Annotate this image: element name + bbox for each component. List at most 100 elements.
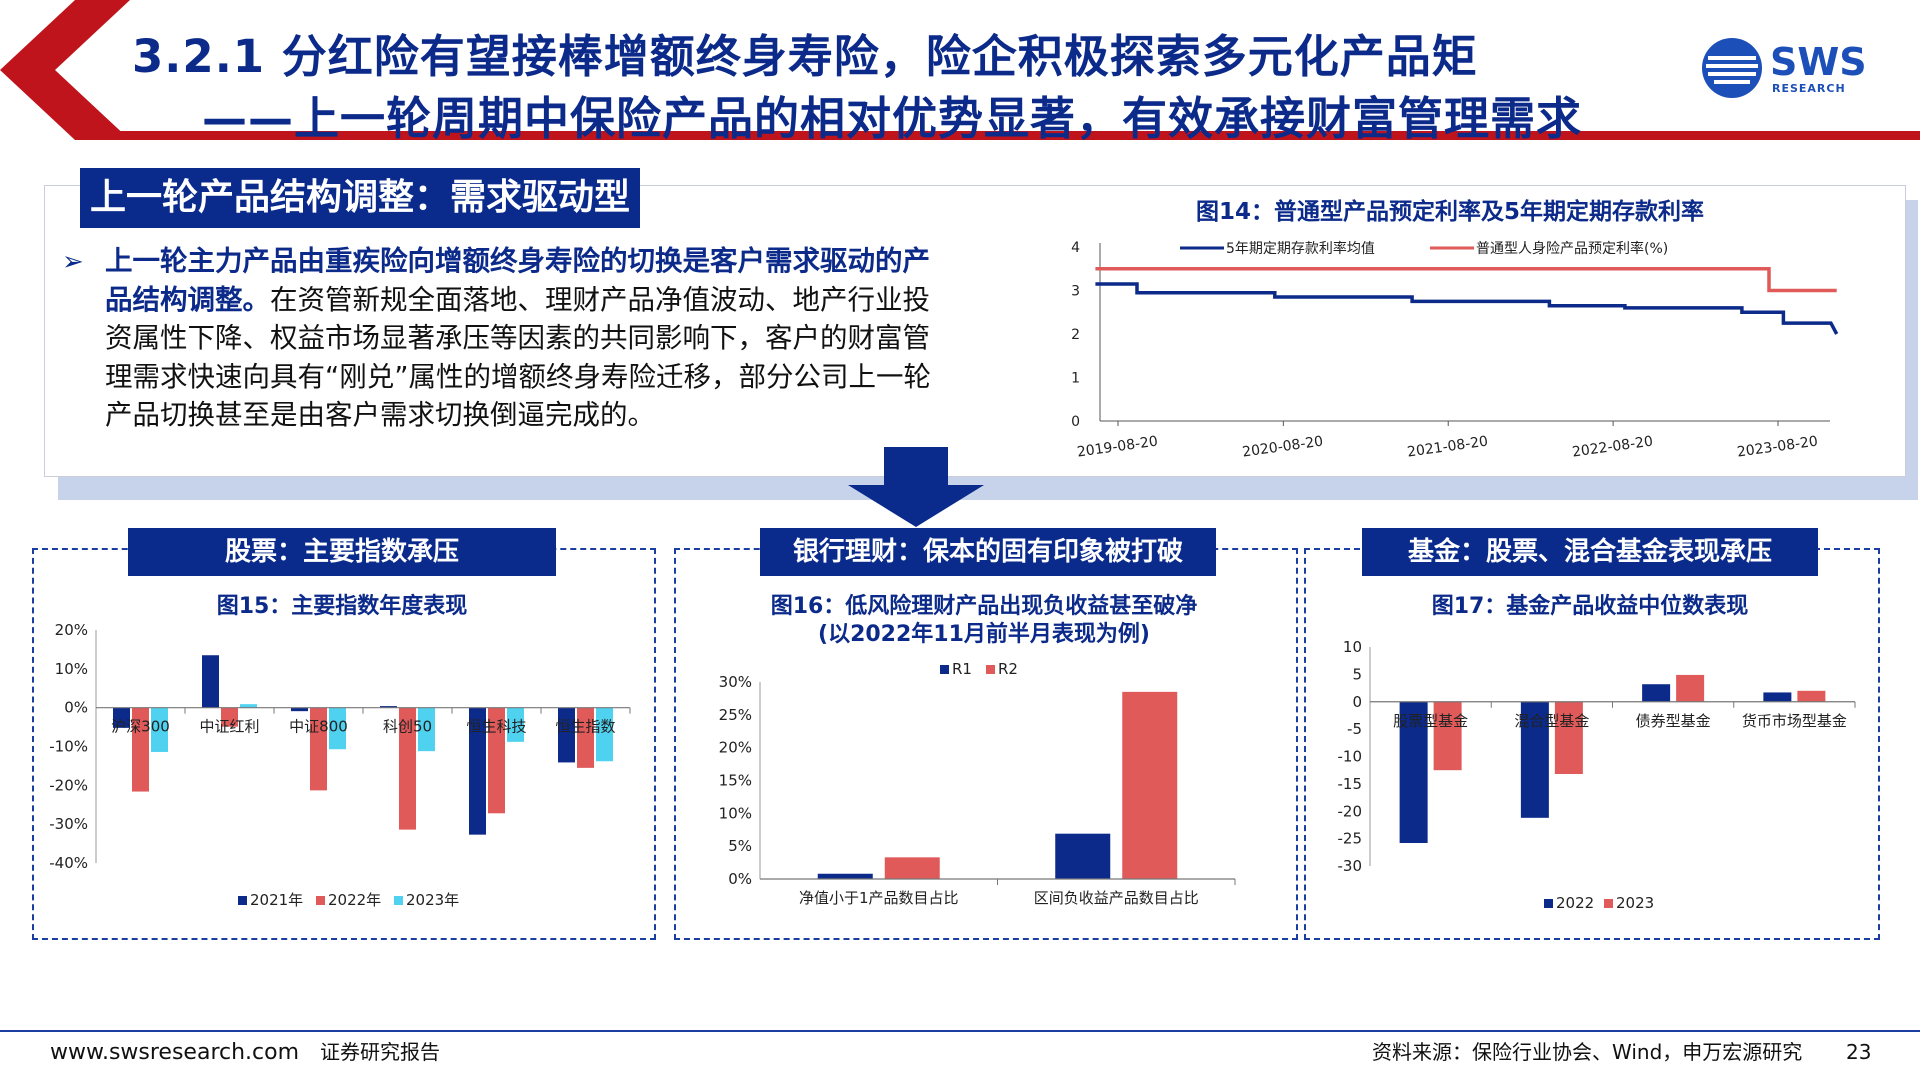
fig16-category-label: 净值小于1产品数目占比 — [799, 889, 959, 907]
fig15-bar-1-3 — [399, 707, 416, 830]
fig15-y-tick-label: -10% — [49, 738, 88, 756]
fig15-y-tick-label: -40% — [49, 854, 88, 872]
fig16-legend-label-1: R2 — [998, 660, 1018, 678]
top-panel — [44, 185, 1906, 477]
bullet-arrow-icon: ➢ — [62, 247, 84, 277]
fig16-y-tick-label: 30% — [719, 673, 752, 691]
fig17-bar-chart: 10 5 0 -5 -10 -15 -20 -25 -30 股票型基金 混合型基金 债券型基金 货币市场… — [1338, 638, 1856, 912]
fig16-y-tick-label: 25% — [719, 706, 752, 724]
fig17-y-tick-label: -30 — [1338, 857, 1363, 875]
fig15-legend-label-2: 2023年 — [406, 891, 459, 909]
fig17-y-tick-label: -5 — [1347, 720, 1362, 738]
fig17-bar-1-3 — [1797, 690, 1826, 702]
fig16-category-label: 区间负收益产品数目占比 — [1034, 889, 1199, 907]
fig15-bar-1-2 — [310, 707, 327, 791]
fig15-bar-2-1 — [240, 704, 257, 708]
fig17-category-label: 混合型基金 — [1514, 712, 1589, 730]
header-decoration — [0, 0, 1920, 140]
fig15-bar-0-2 — [291, 707, 308, 712]
fig16-y-tick-label: 0% — [728, 870, 752, 888]
fig16-y-tick-label: 20% — [719, 739, 752, 757]
page-title-line2: ——上一轮周期中保险产品的相对优势显著，有效承接财富管理需求 — [202, 92, 1583, 145]
footer-report-type: 证券研究报告 — [320, 1040, 440, 1064]
fig16-legend-swatch-1 — [986, 665, 995, 674]
fig15-legend-swatch-2 — [394, 896, 403, 905]
fig15-bar-0-4 — [469, 707, 486, 835]
fig14-y-tick-label: 0 — [1071, 414, 1080, 430]
fig15-bar-2-4 — [507, 707, 524, 742]
section-label-bank: 银行理财：保本的固有印象被打破 — [760, 528, 1216, 576]
fig15-category-label: 沪深300 — [111, 718, 170, 736]
down-arrow-icon — [848, 447, 984, 527]
bullet-paragraph: 上一轮主力产品由重疾险向增额终身寿险的切换是客户需求驱动的产品结构调整。在资管新… — [105, 242, 955, 435]
fig17-y-tick-label: 0 — [1352, 693, 1362, 711]
fig17-y-tick-label: 5 — [1352, 665, 1362, 683]
page-title-line1: 3.2.1 分红险有望接棒增额终身寿险，险企积极探索多元化产品矩 — [132, 30, 1478, 83]
fig17-bar-0-2 — [1642, 684, 1671, 702]
sws-logo: SWS RESEARCH — [1700, 30, 1890, 100]
bullet-bold-text: 上一轮主力产品由重疾险向增额终身寿险的切换是客户需求驱动的产品结构调整。 — [105, 245, 930, 316]
logo-subtext: RESEARCH — [1772, 82, 1846, 95]
fig16-y-tick-label: 10% — [719, 804, 752, 822]
fig17-y-tick-label: -15 — [1338, 775, 1363, 793]
fig17-bar-1-2 — [1676, 674, 1705, 702]
fig15-legend-swatch-0 — [238, 896, 247, 905]
footer-page-number: 23 — [1846, 1040, 1872, 1064]
footer-source: 资料来源：保险行业协会、Wind，申万宏源研究 — [1372, 1040, 1803, 1064]
footer-website-link[interactable]: www.swsresearch.com — [50, 1040, 300, 1065]
fig14-y-tick-label: 1 — [1071, 371, 1080, 387]
fig15-y-tick-label: -30% — [49, 815, 88, 833]
fig16-title: 图16：低风险理财产品出现负收益甚至破净 — [770, 594, 1198, 619]
fig17-bar-1-0 — [1433, 701, 1462, 771]
sws-logo-icon — [1702, 38, 1762, 98]
fig15-category-label: 中证800 — [289, 718, 348, 736]
fig15-bar-1-4 — [488, 707, 505, 814]
fig15-category-label: 科创50 — [383, 718, 432, 736]
fig17-y-tick-label: -10 — [1338, 748, 1363, 766]
fig14-y-tick-label: 2 — [1071, 327, 1080, 343]
fig14-x-tick-label: 2023-08-20 — [1736, 433, 1819, 460]
fig16-y-tick-label: 5% — [728, 837, 752, 855]
section-label-stocks: 股票：主要指数承压 — [128, 528, 556, 576]
fig16-legend-swatch-0 — [940, 665, 949, 674]
bullet-body-text: 在资管新规全面落地、理财产品净值波动、地产行业投资属性下降、权益市场显著承压等因… — [105, 283, 931, 432]
fig14-x-tick-label: 2020-08-20 — [1241, 433, 1324, 460]
fig15-legend-label-0: 2021年 — [250, 891, 303, 909]
fig16-bar-0-0 — [817, 873, 873, 879]
fig14-x-tick-label: 2021-08-20 — [1406, 433, 1489, 460]
fig16-subtitle: (以2022年11月前半月表现为例) — [818, 622, 1150, 647]
fig15-category-label: 恒生指数 — [555, 718, 615, 736]
fig17-category-label: 货币市场型基金 — [1742, 712, 1847, 730]
fig15-category-label: 恒生科技 — [466, 718, 526, 736]
section-label-demand: 上一轮产品结构调整：需求驱动型 — [80, 168, 640, 228]
fig15-y-tick-label: 0% — [64, 699, 88, 717]
fig15-category-label: 中证红利 — [199, 718, 259, 736]
logo-text: SWS — [1770, 40, 1867, 84]
fig15-bar-0-0 — [113, 707, 130, 728]
fig14-y-tick-label: 3 — [1071, 284, 1080, 300]
fig15-bar-0-5 — [558, 707, 575, 763]
fig17-y-tick-label: -20 — [1338, 802, 1363, 820]
fig16-bar-1-1 — [1122, 691, 1178, 879]
fig14-y-tick-label: 4 — [1071, 240, 1080, 256]
fig15-bar-chart: 20% 10% 0% -10% -20% -30% -40% 沪深300 中证红利 中证800 科创… — [49, 621, 631, 909]
fig15-y-tick-label: 10% — [55, 660, 88, 678]
fig14-series-line-0 — [1095, 282, 1839, 335]
fig16-y-tick-label: 15% — [719, 772, 752, 790]
fig15-bar-1-1 — [221, 707, 238, 727]
fig17-category-label: 债券型基金 — [1636, 712, 1711, 730]
fig17-category-label: 股票型基金 — [1393, 712, 1468, 730]
fig15-bar-0-1 — [202, 655, 219, 708]
fig15-title: 图15：主要指数年度表现 — [216, 594, 468, 619]
fig15-bar-0-3 — [380, 706, 397, 708]
fig15-y-tick-label: -20% — [49, 776, 88, 794]
fig17-legend-label-1: 2023 — [1616, 894, 1654, 912]
fig17-bar-0-1 — [1520, 701, 1549, 818]
fig15-legend-label-1: 2022年 — [328, 891, 381, 909]
fig14-x-tick-label: 2019-08-20 — [1076, 433, 1159, 460]
fig17-title: 图17：基金产品收益中位数表现 — [1431, 594, 1749, 619]
fig15-bar-2-3 — [418, 707, 435, 752]
fig15-bar-1-0 — [132, 707, 149, 792]
fig17-legend-swatch-1 — [1604, 899, 1613, 908]
fig17-legend-swatch-0 — [1544, 899, 1553, 908]
